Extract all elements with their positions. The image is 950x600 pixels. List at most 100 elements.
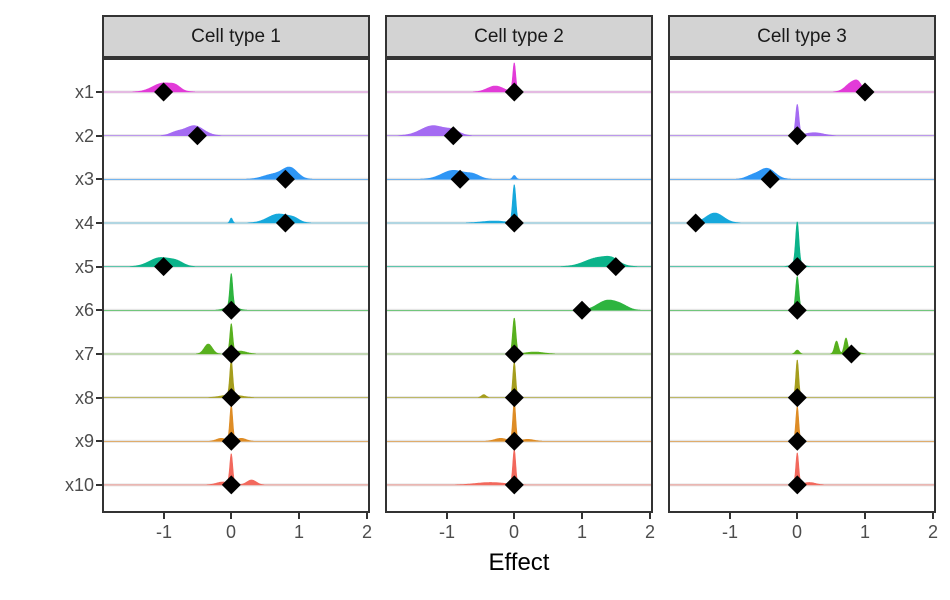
- facet-strip-label: Cell type 1: [191, 25, 281, 47]
- x-axis-tick: [163, 513, 165, 519]
- y-axis-tick: [96, 397, 102, 399]
- density-x2: [387, 125, 651, 136]
- x-axis-tick: [932, 513, 934, 519]
- x-axis-tick: [366, 513, 368, 519]
- x-axis-tick-label: -1: [438, 522, 455, 542]
- point-estimate-x2: [443, 126, 463, 146]
- y-axis-label-x1: x1: [74, 82, 94, 102]
- y-axis-tick: [96, 222, 102, 224]
- density-x5: [387, 255, 651, 267]
- y-axis-tick: [96, 266, 102, 268]
- density-x1: [670, 79, 934, 93]
- y-axis-label-x10: x10: [64, 475, 94, 495]
- point-estimate-x6: [221, 300, 241, 320]
- y-axis-label-x8: x8: [74, 388, 94, 408]
- y-axis-tick: [96, 484, 102, 486]
- point-estimate-x1: [855, 82, 875, 102]
- x-axis-tick-label: 0: [508, 522, 519, 542]
- point-estimate-x10: [504, 475, 524, 495]
- point-estimate-x3: [760, 169, 780, 189]
- x-axis-tick: [864, 513, 866, 519]
- y-axis-label-x4: x4: [74, 213, 94, 233]
- y-axis-tick: [96, 91, 102, 93]
- y-axis-label-x5: x5: [74, 257, 94, 277]
- panel-2: [385, 58, 653, 513]
- point-estimate-x4: [275, 213, 295, 233]
- density-x8: [670, 359, 934, 398]
- point-estimate-x6: [787, 300, 807, 320]
- density-x9: [387, 401, 651, 442]
- point-estimate-x1: [504, 82, 524, 102]
- x-axis-tick: [446, 513, 448, 519]
- point-estimate-x2: [787, 126, 807, 146]
- x-axis-tick-label: 1: [576, 522, 587, 542]
- panel-1: [102, 58, 370, 513]
- x-axis-tick-label: 1: [293, 522, 304, 542]
- x-axis-tick: [513, 513, 515, 519]
- facet-strip-label: Cell type 3: [757, 25, 847, 47]
- point-estimate-x7: [221, 344, 241, 364]
- point-estimate-x10: [221, 475, 241, 495]
- point-estimate-x4: [686, 213, 706, 233]
- point-estimate-x8: [504, 388, 524, 408]
- x-axis-tick: [796, 513, 798, 519]
- density-x7: [670, 337, 934, 355]
- x-axis-tick: [230, 513, 232, 519]
- y-axis-label-x6: x6: [74, 300, 94, 320]
- point-estimate-x1: [154, 82, 174, 102]
- x-axis-title: Effect: [488, 549, 550, 576]
- point-estimate-x5: [154, 257, 174, 277]
- x-axis-tick-label: 0: [225, 522, 236, 542]
- point-estimate-x3: [275, 169, 295, 189]
- y-axis-tick: [96, 178, 102, 180]
- point-estimate-x8: [221, 388, 241, 408]
- point-estimate-x7: [504, 344, 524, 364]
- point-estimate-x5: [606, 257, 626, 277]
- density-x6: [387, 299, 651, 311]
- density-x9: [670, 406, 934, 442]
- density-x10: [387, 449, 651, 486]
- point-estimate-x7: [841, 344, 861, 364]
- density-x8: [104, 359, 368, 398]
- y-axis-label-x3: x3: [74, 169, 94, 189]
- y-axis-label-x7: x7: [74, 344, 94, 364]
- y-axis-label-x9: x9: [74, 431, 94, 451]
- y-axis-tick: [96, 135, 102, 137]
- density-x6: [670, 276, 934, 311]
- facet-strip-label: Cell type 2: [474, 25, 564, 47]
- panel-canvas-3: [670, 79, 934, 495]
- facet-strip-2: Cell type 2: [385, 15, 653, 58]
- point-estimate-x9: [504, 431, 524, 451]
- y-axis-tick: [96, 440, 102, 442]
- point-estimate-x2: [187, 126, 207, 146]
- point-estimate-x10: [787, 475, 807, 495]
- density-x7: [387, 317, 651, 355]
- panel-canvas-1: [104, 82, 368, 495]
- facet-strip-1: Cell type 1: [102, 15, 370, 58]
- point-estimate-x9: [221, 431, 241, 451]
- density-x3: [670, 167, 934, 180]
- panel-3: [668, 58, 936, 513]
- facet-strip-3: Cell type 3: [668, 15, 936, 58]
- point-estimate-x5: [787, 257, 807, 277]
- x-axis-tick: [729, 513, 731, 519]
- y-axis-tick: [96, 309, 102, 311]
- panel-canvas-2: [387, 62, 651, 495]
- density-x3: [104, 166, 368, 180]
- x-axis-tick-label: 2: [927, 522, 938, 542]
- density-x6: [104, 273, 368, 311]
- density-x4: [104, 213, 368, 224]
- x-axis-tick-label: 1: [859, 522, 870, 542]
- density-x5: [670, 221, 934, 267]
- density-x2: [104, 125, 368, 136]
- x-axis-tick-label: 2: [644, 522, 655, 542]
- density-x4: [387, 184, 651, 224]
- point-estimate-x3: [450, 169, 470, 189]
- density-x8: [387, 361, 651, 398]
- point-estimate-x8: [787, 388, 807, 408]
- x-axis-tick: [298, 513, 300, 519]
- x-axis-tick: [649, 513, 651, 519]
- x-axis-tick-label: 0: [791, 522, 802, 542]
- point-estimate-x4: [504, 213, 524, 233]
